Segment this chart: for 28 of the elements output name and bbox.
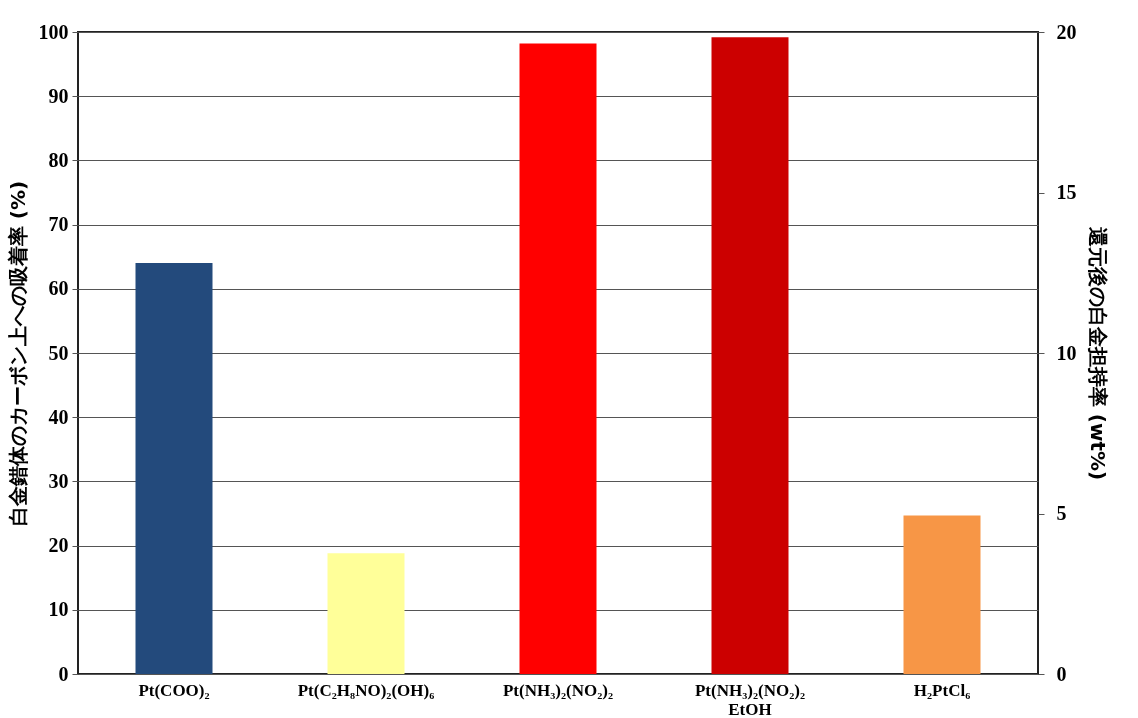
y-axis-title: 白金錯体のカーボン上への吸着率 (%) — [5, 180, 30, 527]
y-tick-label: 30 — [48, 469, 69, 492]
y-tick-label: 90 — [48, 84, 69, 107]
y2-tick-label: 0 — [1056, 662, 1067, 685]
y-tick-label: 70 — [48, 213, 69, 236]
bar — [327, 553, 405, 674]
bar — [519, 43, 597, 674]
y-tick-label: 0 — [58, 662, 69, 685]
y-tick-label: 100 — [38, 20, 69, 43]
bar — [903, 515, 981, 674]
x-tick-label: H₂PtCl₆ — [913, 680, 971, 700]
bar — [135, 263, 213, 674]
y2-tick-label: 10 — [1056, 341, 1077, 364]
y2-tick-label: 5 — [1056, 502, 1067, 524]
y-tick-label: 10 — [48, 598, 69, 621]
y-tick-label: 20 — [48, 534, 69, 557]
y2-tick-label: 20 — [1056, 20, 1077, 43]
y2-axis-title: 還元後の白金担持率 (wt%) — [1085, 226, 1110, 481]
x-tick-label: Pt(COO)₂ — [138, 680, 210, 700]
y2-tick-label: 15 — [1056, 181, 1077, 203]
bar — [711, 37, 789, 674]
x-tick-label: Pt(NH₃)₂(NO₂)₂ — [502, 680, 614, 700]
y-tick-label: 80 — [48, 148, 69, 171]
x-tick-label: Pt(NH₃)₂(NO₂)₂ EtOH — [694, 680, 806, 718]
x-tick-label: Pt(C₂H₈NO)₂(OH)₆ — [297, 680, 435, 700]
y-tick-label: 60 — [48, 277, 69, 300]
y-tick-label: 40 — [48, 405, 69, 428]
y-tick-label: 50 — [48, 341, 69, 364]
